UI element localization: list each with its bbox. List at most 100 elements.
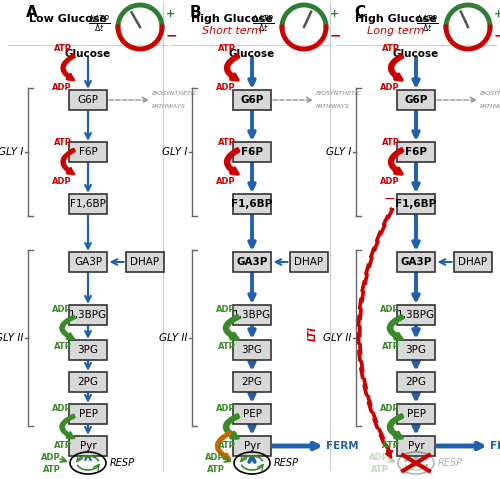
Bar bbox=[69, 404, 107, 424]
Text: FERM: FERM bbox=[490, 441, 500, 451]
Text: Glucose: Glucose bbox=[229, 49, 275, 59]
Text: ATP: ATP bbox=[207, 465, 225, 474]
Bar bbox=[397, 90, 435, 110]
Bar bbox=[233, 194, 271, 214]
FancyArrowPatch shape bbox=[390, 55, 402, 80]
Bar bbox=[397, 436, 435, 456]
Text: GA3P: GA3P bbox=[400, 257, 432, 267]
Text: RESP: RESP bbox=[274, 458, 299, 468]
Bar bbox=[397, 142, 435, 162]
Text: ATP: ATP bbox=[218, 342, 236, 351]
Text: F6P: F6P bbox=[405, 147, 427, 157]
Text: BIOSYNTHETIC: BIOSYNTHETIC bbox=[480, 91, 500, 96]
Text: F6P: F6P bbox=[241, 147, 263, 157]
Text: FERM: FERM bbox=[326, 441, 358, 451]
Text: High Glucose: High Glucose bbox=[355, 14, 437, 24]
Text: Pyr: Pyr bbox=[408, 441, 424, 451]
Text: −: − bbox=[330, 28, 342, 42]
Text: PEP: PEP bbox=[406, 409, 426, 419]
Bar bbox=[454, 252, 492, 272]
Text: 1,3BPG: 1,3BPG bbox=[397, 310, 435, 320]
Text: DHAP: DHAP bbox=[130, 257, 160, 267]
Text: +: + bbox=[330, 9, 339, 19]
Text: ADP: ADP bbox=[52, 83, 72, 92]
Bar bbox=[233, 340, 271, 360]
Text: −: − bbox=[166, 28, 177, 42]
Text: RESP: RESP bbox=[438, 458, 463, 468]
FancyArrowPatch shape bbox=[388, 415, 402, 438]
Text: F1,6BP: F1,6BP bbox=[396, 199, 436, 209]
Text: F1,6BP: F1,6BP bbox=[70, 199, 106, 209]
Text: ATP: ATP bbox=[371, 465, 389, 474]
FancyArrowPatch shape bbox=[390, 149, 402, 174]
Text: ADP: ADP bbox=[380, 404, 400, 413]
Text: Low Glucose: Low Glucose bbox=[29, 14, 107, 24]
Text: ADP: ADP bbox=[216, 404, 236, 413]
Text: 3PG: 3PG bbox=[78, 345, 98, 355]
Bar bbox=[69, 142, 107, 162]
Bar bbox=[233, 404, 271, 424]
Text: PEP: PEP bbox=[78, 409, 98, 419]
Text: Pyr: Pyr bbox=[80, 441, 96, 451]
Text: ADP: ADP bbox=[380, 177, 400, 186]
Text: GLY I: GLY I bbox=[0, 147, 23, 157]
Text: PATHWAYS: PATHWAYS bbox=[152, 104, 186, 109]
Bar bbox=[233, 142, 271, 162]
Text: Short term: Short term bbox=[202, 26, 262, 36]
FancyArrowPatch shape bbox=[60, 316, 74, 339]
Text: ADP: ADP bbox=[206, 453, 225, 461]
Text: ATP: ATP bbox=[382, 44, 400, 53]
Text: −: − bbox=[494, 28, 500, 42]
Text: PATHWAYS: PATHWAYS bbox=[316, 104, 350, 109]
Text: GA3P: GA3P bbox=[236, 257, 268, 267]
Text: 1,3BPG: 1,3BPG bbox=[69, 310, 107, 320]
Text: GLY I: GLY I bbox=[162, 147, 187, 157]
Bar bbox=[397, 340, 435, 360]
Text: ATP: ATP bbox=[218, 138, 236, 147]
Text: GLY II: GLY II bbox=[322, 333, 351, 343]
Text: −: − bbox=[383, 192, 395, 206]
Text: Pyr: Pyr bbox=[244, 441, 260, 451]
Text: PEP: PEP bbox=[242, 409, 262, 419]
Text: GA3P: GA3P bbox=[74, 257, 102, 267]
Bar bbox=[69, 194, 107, 214]
Text: ATP: ATP bbox=[382, 441, 400, 450]
Bar bbox=[397, 252, 435, 272]
Bar bbox=[290, 252, 328, 272]
Text: ADP: ADP bbox=[216, 177, 236, 186]
Bar bbox=[126, 252, 164, 272]
Text: 3PG: 3PG bbox=[242, 345, 262, 355]
Text: ADP: ADP bbox=[380, 83, 400, 92]
Text: GLY I: GLY I bbox=[326, 147, 351, 157]
FancyArrowPatch shape bbox=[224, 415, 238, 438]
Text: $\frac{\Delta ATP}{\Delta t}$: $\frac{\Delta ATP}{\Delta t}$ bbox=[88, 13, 110, 35]
Text: ATP: ATP bbox=[54, 44, 72, 53]
Text: F1,6BP: F1,6BP bbox=[232, 199, 272, 209]
Text: ATP: ATP bbox=[43, 465, 61, 474]
Bar bbox=[233, 90, 271, 110]
Bar bbox=[233, 252, 271, 272]
Text: G6P: G6P bbox=[78, 95, 98, 105]
Text: ATP: ATP bbox=[54, 441, 72, 450]
Text: ADP: ADP bbox=[52, 177, 72, 186]
Text: ADP: ADP bbox=[216, 83, 236, 92]
Text: PATHWAYS: PATHWAYS bbox=[480, 104, 500, 109]
Text: DHAP: DHAP bbox=[458, 257, 488, 267]
Text: ATP: ATP bbox=[54, 138, 72, 147]
Text: ATP: ATP bbox=[218, 44, 236, 53]
Text: Glucose: Glucose bbox=[65, 49, 111, 59]
FancyArrowPatch shape bbox=[226, 149, 238, 174]
Text: ATP: ATP bbox=[382, 138, 400, 147]
Text: ADP: ADP bbox=[52, 404, 72, 413]
Text: +: + bbox=[166, 9, 175, 19]
Text: RESP: RESP bbox=[110, 458, 135, 468]
Bar bbox=[69, 436, 107, 456]
Text: DHAP: DHAP bbox=[294, 257, 324, 267]
Text: ATP: ATP bbox=[218, 441, 236, 450]
Text: $\frac{\Delta ATP}{\Delta t}$: $\frac{\Delta ATP}{\Delta t}$ bbox=[252, 13, 274, 35]
Bar bbox=[69, 252, 107, 272]
Text: ADP: ADP bbox=[370, 453, 389, 461]
Text: G6P: G6P bbox=[240, 95, 264, 105]
Bar bbox=[69, 305, 107, 325]
Text: Glucose: Glucose bbox=[393, 49, 439, 59]
